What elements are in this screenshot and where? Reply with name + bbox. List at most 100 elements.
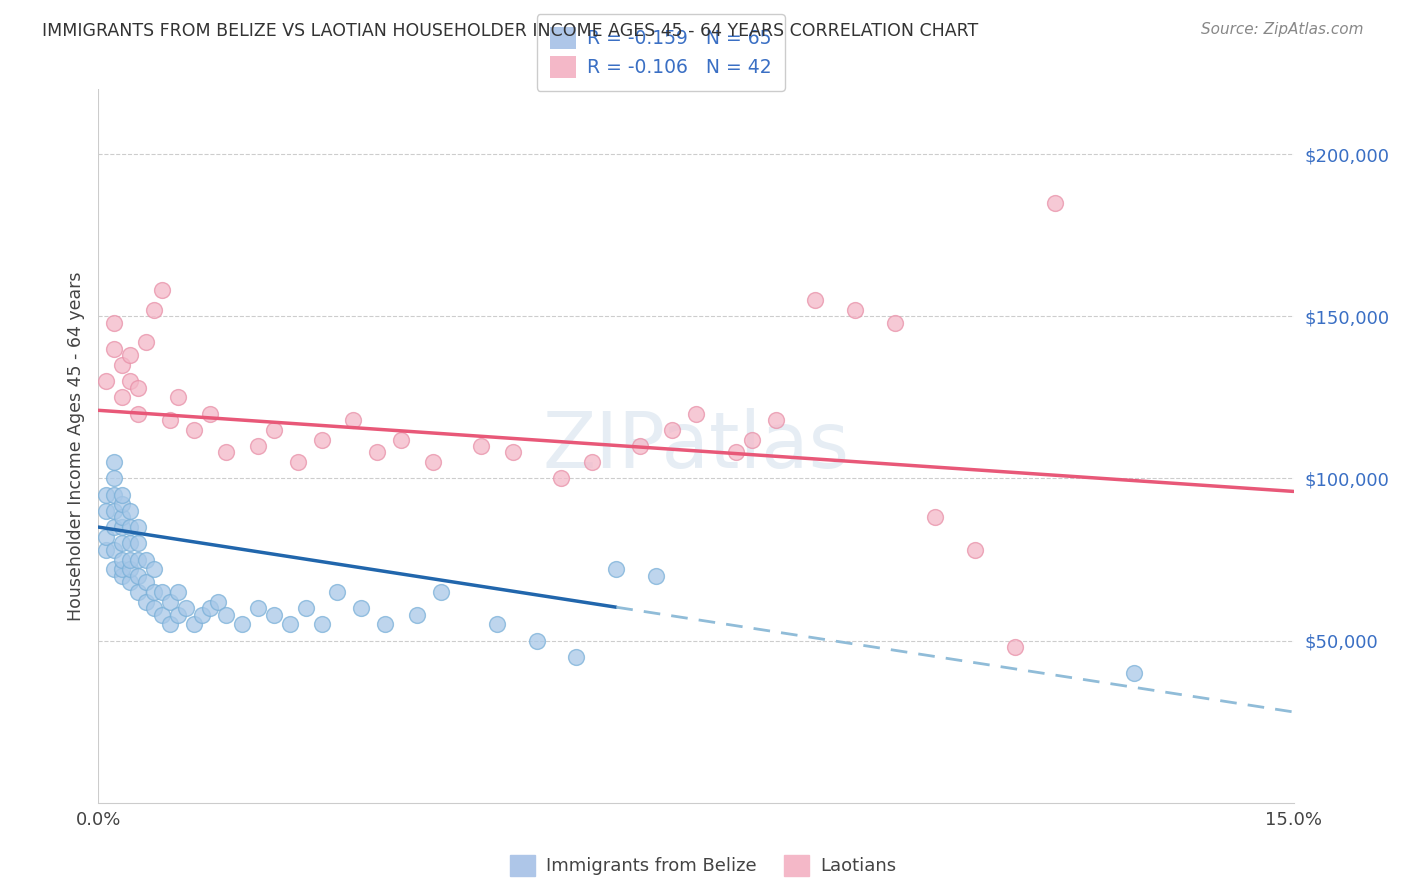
- Text: Source: ZipAtlas.com: Source: ZipAtlas.com: [1201, 22, 1364, 37]
- Point: [120, 575, 142, 590]
- Point: [111, 562, 134, 576]
- Point: [143, 302, 166, 317]
- Point: [135, 335, 157, 350]
- Point: [96, 374, 118, 388]
- Point: [661, 423, 683, 437]
- Point: [724, 445, 747, 459]
- Point: [120, 552, 142, 566]
- Point: [127, 552, 149, 566]
- Point: [366, 445, 388, 459]
- Point: [470, 439, 492, 453]
- Point: [231, 617, 253, 632]
- Point: [924, 510, 946, 524]
- Point: [1043, 195, 1066, 210]
- Point: [167, 585, 190, 599]
- Point: [246, 601, 269, 615]
- Point: [422, 455, 444, 469]
- Point: [198, 407, 221, 421]
- Point: [406, 607, 429, 622]
- Point: [111, 568, 134, 582]
- Point: [127, 536, 149, 550]
- Point: [111, 552, 134, 566]
- Point: [103, 455, 125, 469]
- Point: [350, 601, 373, 615]
- Point: [263, 423, 285, 437]
- Point: [111, 390, 134, 404]
- Point: [804, 293, 827, 307]
- Point: [120, 504, 142, 518]
- Point: [103, 542, 125, 557]
- Legend: Immigrants from Belize, Laotians: Immigrants from Belize, Laotians: [503, 847, 903, 883]
- Point: [96, 530, 118, 544]
- Point: [605, 562, 627, 576]
- Point: [246, 439, 269, 453]
- Point: [430, 585, 453, 599]
- Point: [311, 433, 333, 447]
- Point: [215, 445, 238, 459]
- Point: [120, 374, 142, 388]
- Point: [103, 562, 125, 576]
- Point: [103, 342, 125, 356]
- Point: [103, 471, 125, 485]
- Point: [96, 488, 118, 502]
- Point: [127, 407, 149, 421]
- Point: [844, 302, 866, 317]
- Point: [342, 413, 364, 427]
- Point: [628, 439, 651, 453]
- Point: [111, 520, 134, 534]
- Text: ZIPatlas: ZIPatlas: [543, 408, 849, 484]
- Point: [963, 542, 986, 557]
- Point: [485, 617, 508, 632]
- Point: [143, 562, 166, 576]
- Point: [1004, 640, 1026, 654]
- Point: [143, 601, 166, 615]
- Point: [502, 445, 524, 459]
- Point: [111, 497, 134, 511]
- Point: [741, 433, 763, 447]
- Point: [311, 617, 333, 632]
- Point: [127, 568, 149, 582]
- Point: [135, 575, 157, 590]
- Point: [167, 607, 190, 622]
- Point: [1123, 666, 1146, 681]
- Point: [127, 585, 149, 599]
- Point: [526, 633, 548, 648]
- Point: [111, 488, 134, 502]
- Point: [120, 536, 142, 550]
- Point: [263, 607, 285, 622]
- Point: [294, 601, 316, 615]
- Point: [884, 316, 907, 330]
- Point: [111, 536, 134, 550]
- Point: [198, 601, 221, 615]
- Point: [120, 562, 142, 576]
- Point: [159, 617, 181, 632]
- Point: [287, 455, 309, 469]
- Point: [167, 390, 190, 404]
- Point: [127, 381, 149, 395]
- Y-axis label: Householder Income Ages 45 - 64 years: Householder Income Ages 45 - 64 years: [66, 271, 84, 621]
- Point: [150, 283, 173, 297]
- Point: [96, 542, 118, 557]
- Point: [645, 568, 668, 582]
- Point: [111, 358, 134, 372]
- Point: [550, 471, 572, 485]
- Point: [135, 595, 157, 609]
- Point: [565, 649, 588, 664]
- Point: [191, 607, 214, 622]
- Point: [374, 617, 396, 632]
- Point: [127, 520, 149, 534]
- Point: [120, 348, 142, 362]
- Point: [183, 423, 205, 437]
- Point: [183, 617, 205, 632]
- Point: [765, 413, 787, 427]
- Point: [215, 607, 238, 622]
- Point: [685, 407, 707, 421]
- Point: [278, 617, 301, 632]
- Text: IMMIGRANTS FROM BELIZE VS LAOTIAN HOUSEHOLDER INCOME AGES 45 - 64 YEARS CORRELAT: IMMIGRANTS FROM BELIZE VS LAOTIAN HOUSEH…: [42, 22, 979, 40]
- Point: [159, 413, 181, 427]
- Point: [389, 433, 412, 447]
- Point: [135, 552, 157, 566]
- Point: [103, 488, 125, 502]
- Point: [326, 585, 349, 599]
- Point: [150, 607, 173, 622]
